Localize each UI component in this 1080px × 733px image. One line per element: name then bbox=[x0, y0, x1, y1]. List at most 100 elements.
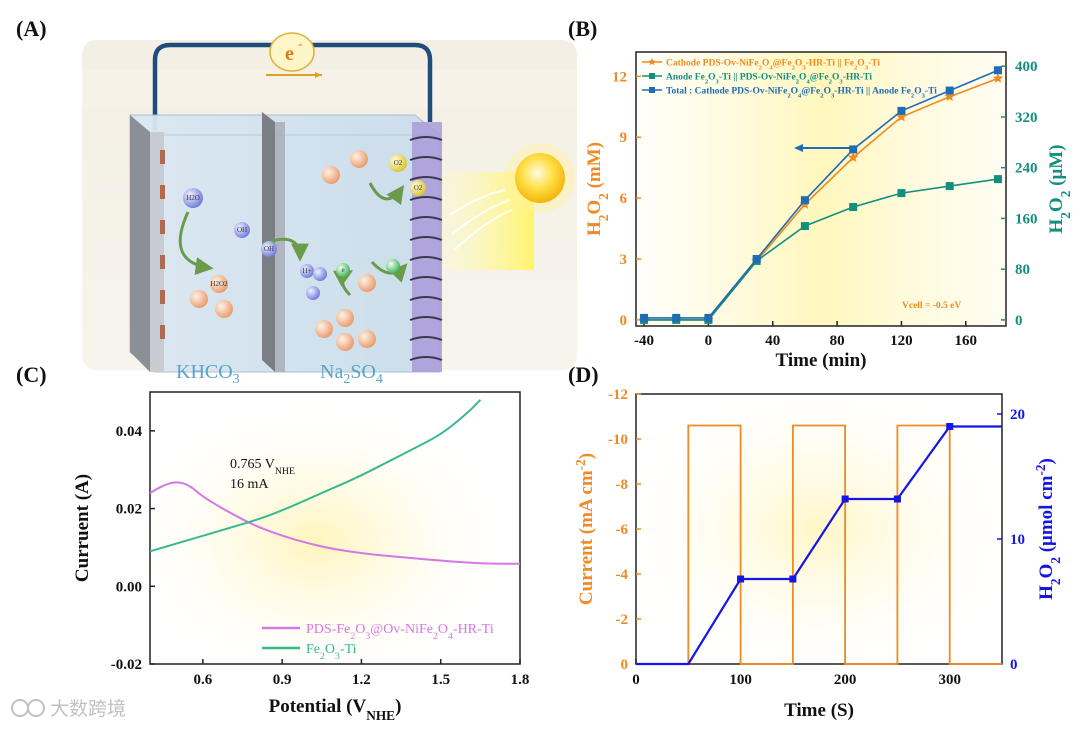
chart-d: 0 100 200 300 0 -2 -4 -6 -8 -10 -12 0 10 20 Time (S) Cu… bbox=[573, 387, 1063, 721]
species-o2-right: O2 bbox=[414, 184, 423, 192]
series-b-2-point-5 bbox=[849, 145, 858, 154]
annotation-b: Vcell = -0.5 eV bbox=[902, 301, 961, 311]
series-b-2-point-7 bbox=[945, 86, 954, 95]
x-tick-label-d-2: 200 bbox=[834, 672, 857, 688]
x-tick-label-c-1: 0.9 bbox=[273, 672, 292, 688]
electron-sup: - bbox=[298, 36, 302, 51]
x-axis-title-c: Potential (VNHE) bbox=[269, 696, 402, 723]
label-na2so4: Na2SO4 bbox=[320, 361, 383, 387]
watermark-text: 大数跨境 bbox=[50, 698, 126, 720]
chart-c-frame bbox=[149, 391, 521, 665]
electron-circle bbox=[269, 32, 315, 72]
series-b-2-point-8 bbox=[993, 66, 1002, 75]
series-c-1-line bbox=[149, 399, 482, 553]
series-b-2-point-4 bbox=[800, 196, 809, 205]
y-right-tick-label-b-2: 160 bbox=[1015, 211, 1038, 227]
y-left-axis-title-d: Current (mA cm-2) bbox=[573, 453, 598, 605]
y-tick-label-c-1: 0.00 bbox=[116, 579, 142, 595]
y-right-axis-title-b: H2O2 (μM) bbox=[1046, 145, 1073, 234]
panel-c-label: (C) bbox=[16, 362, 47, 387]
y-tick-label-c-2: 0.02 bbox=[116, 502, 142, 518]
annotation-c-voltage: 0.765 VNHE bbox=[230, 457, 295, 477]
series-b-1-point-7 bbox=[945, 182, 954, 191]
y-tick-label-c-0: -0.02 bbox=[111, 657, 142, 673]
reaction-arrows bbox=[178, 182, 408, 297]
y-left-tick-label-b-1: 3 bbox=[620, 252, 628, 268]
x-tick-label-b-2: 40 bbox=[765, 333, 780, 349]
chart-d-background bbox=[636, 394, 1002, 664]
y-left-tick-label-d-3: -6 bbox=[616, 522, 629, 538]
left-electrode-studs bbox=[160, 150, 165, 339]
panel-c: (C) 0.6 0.9 1.2 1.5 1.8 -0.02 0.00 0.02 0.04 Pote… bbox=[16, 362, 529, 723]
y-left-tick-label-d-2: -4 bbox=[616, 567, 629, 583]
species-oh-2: OH bbox=[264, 245, 274, 253]
y-right-tick-label-b-0: 0 bbox=[1015, 313, 1023, 329]
y-left-tick-label-b-4: 12 bbox=[612, 69, 627, 85]
panel-d-label: (D) bbox=[568, 362, 599, 387]
series-b-1-point-4 bbox=[800, 222, 809, 231]
chart-b: -40 0 40 80 120 160036912080160240320400Time … bbox=[584, 51, 1073, 371]
y-left-tick-label-d-1: -2 bbox=[616, 612, 629, 628]
series-d-1-point-6 bbox=[946, 423, 954, 430]
y-right-tick-label-b-1: 80 bbox=[1015, 262, 1030, 278]
x-tick-label-b-5: 160 bbox=[955, 333, 978, 349]
legend-c-label-1: Fe2O3-Ti bbox=[306, 642, 357, 662]
y-right-axis-title-d: H2O2 (μmol cm-2) bbox=[1033, 458, 1063, 600]
y-right-tick-label-b-3: 240 bbox=[1015, 161, 1038, 177]
panel-a: (A) e - bbox=[16, 16, 577, 387]
chart-c: 0.6 0.9 1.2 1.5 1.8 -0.02 0.00 0.02 0.04 Potentia… bbox=[72, 391, 530, 723]
watermark: 大数跨境 bbox=[11, 698, 126, 720]
x-tick-label-c-4: 1.8 bbox=[511, 672, 530, 688]
x-tick-label-b-3: 80 bbox=[830, 333, 845, 349]
y-left-tick-label-d-0: 0 bbox=[621, 657, 629, 673]
series-b-0-point-7 bbox=[944, 91, 955, 102]
panel-a-label: (A) bbox=[16, 16, 47, 41]
x-axis-title-b: Time (min) bbox=[776, 350, 867, 371]
axis-indicator-arrowhead-b bbox=[794, 144, 803, 152]
x-axis-title-d: Time (S) bbox=[784, 700, 854, 721]
series-b-1-point-5 bbox=[849, 203, 858, 212]
y-right-tick-label-d-1: 10 bbox=[1010, 532, 1025, 548]
legend-b-label-0: Cathode PDS-Ov-NiFe2O4@Fe2O3-HR-Ti || Fe… bbox=[666, 59, 880, 72]
legend-b-marker-1 bbox=[649, 73, 655, 79]
y-left-tick-label-b-0: 0 bbox=[620, 313, 628, 329]
legend-b-marker-0 bbox=[648, 58, 656, 66]
x-tick-label-d-3: 300 bbox=[938, 672, 961, 688]
y-left-tick-label-d-5: -10 bbox=[608, 432, 628, 448]
legend-b-marker-2 bbox=[649, 87, 655, 93]
species-h2o: H2O bbox=[186, 194, 200, 202]
photoelectrode-coils bbox=[409, 136, 443, 361]
x-tick-label-c-0: 0.6 bbox=[193, 672, 212, 688]
x-tick-label-d-0: 0 bbox=[632, 672, 640, 688]
series-b-2-point-6 bbox=[897, 106, 906, 115]
legend-b-label-1: Anode Fe2O3-Ti || PDS-Ov-NiFe2O4@Fe2O3-H… bbox=[666, 73, 872, 86]
series-b-0-point-5 bbox=[847, 152, 859, 162]
y-right-tick-label-b-4: 320 bbox=[1015, 110, 1038, 126]
series-b-0-point-6 bbox=[896, 111, 907, 122]
species-h2o2: H2O2 bbox=[210, 280, 228, 288]
y-axis-title-c: Curruent (A) bbox=[72, 474, 93, 582]
series-d-1-point-5 bbox=[893, 495, 901, 503]
y-left-tick-label-d-6: -12 bbox=[608, 387, 628, 403]
series-b-2-point-0 bbox=[640, 313, 649, 322]
series-d-1-point-2 bbox=[737, 575, 745, 583]
series-d-1-line bbox=[636, 425, 1002, 666]
series-b-1-point-8 bbox=[993, 175, 1002, 184]
species-e: e bbox=[341, 266, 344, 274]
photoelectrode bbox=[412, 122, 442, 372]
x-tick-label-c-2: 1.2 bbox=[352, 672, 371, 688]
series-c-0-line bbox=[149, 481, 520, 565]
series-d-1-point-3 bbox=[789, 575, 797, 583]
chemical-species: H2O OH OH H+ H2O2 e O2 O2 bbox=[183, 150, 426, 351]
y-left-axis-title-b: H2O2 (mM) bbox=[584, 142, 611, 236]
membrane bbox=[275, 122, 285, 372]
series-b-2-point-1 bbox=[672, 313, 681, 322]
chart-c-background bbox=[150, 392, 520, 664]
legend-b-label-2: Total : Cathode PDS-Ov-NiFe2O4@Fe2O3-HR-… bbox=[666, 87, 937, 100]
y-left-tick-label-b-2: 6 bbox=[620, 191, 628, 207]
annotation-c-current: 16 mA bbox=[230, 477, 269, 492]
series-b-0-point-8 bbox=[992, 72, 1004, 83]
y-left-tick-label-b-3: 9 bbox=[620, 130, 628, 146]
x-tick-label-b-4: 120 bbox=[890, 333, 913, 349]
